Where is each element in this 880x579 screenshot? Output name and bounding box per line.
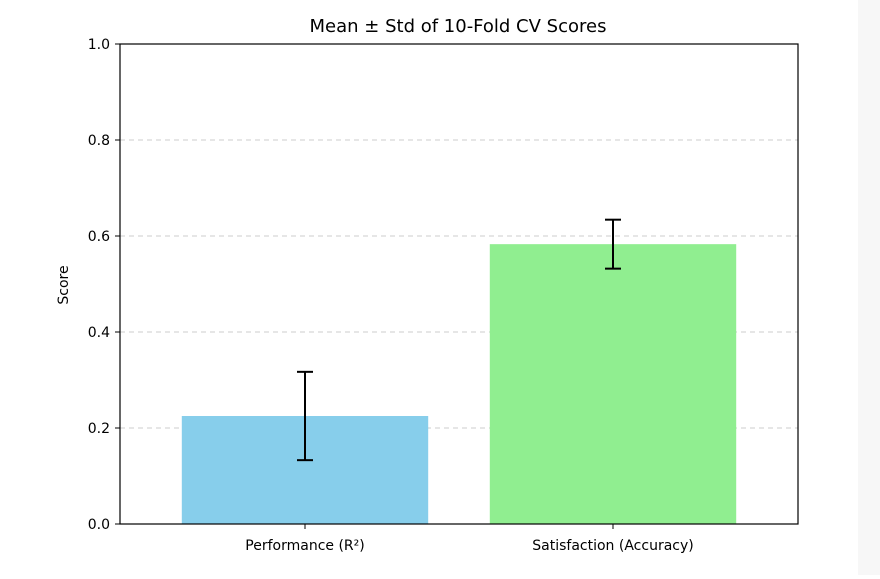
- y-tick-label: 0.6: [88, 229, 110, 245]
- y-tick-label: 0.2: [88, 421, 110, 437]
- y-tick-label: 0.8: [88, 133, 110, 149]
- y-tick-label: 0.4: [88, 325, 110, 341]
- window-edge-strip: [858, 0, 880, 575]
- bar-2: [489, 244, 737, 524]
- bar-chart: Mean ± Std of 10-Fold CV Scores Score 0.…: [56, 16, 799, 554]
- x-tick-label: Satisfaction (Accuracy): [532, 538, 693, 554]
- chart-title: Mean ± Std of 10-Fold CV Scores: [310, 16, 607, 37]
- y-tick-label: 1.0: [88, 37, 110, 53]
- plot-area-frame: [119, 43, 799, 525]
- x-tick-label: Performance (R²): [245, 538, 364, 554]
- y-tick-label: 0.0: [88, 517, 110, 533]
- y-axis-label: Score: [56, 265, 72, 304]
